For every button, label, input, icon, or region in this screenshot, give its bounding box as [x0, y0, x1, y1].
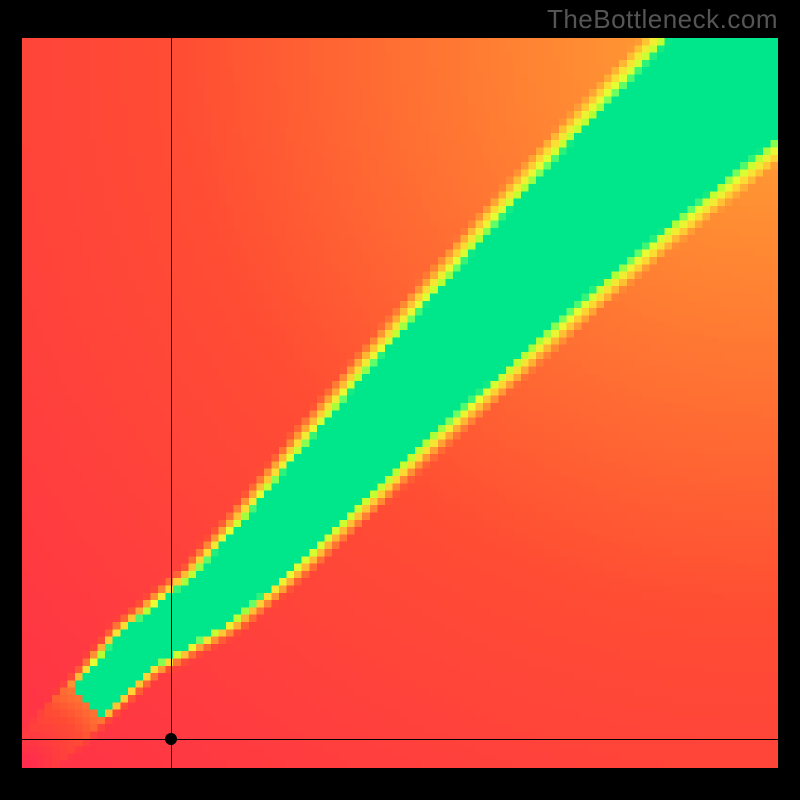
crosshair-marker-dot — [165, 733, 177, 745]
crosshair-horizontal-line — [22, 739, 778, 740]
crosshair-vertical-line — [171, 38, 172, 768]
plot-frame — [22, 38, 778, 768]
bottleneck-heatmap-canvas — [22, 38, 778, 768]
plot-inner — [22, 38, 778, 768]
watermark-text: TheBottleneck.com — [547, 4, 778, 35]
